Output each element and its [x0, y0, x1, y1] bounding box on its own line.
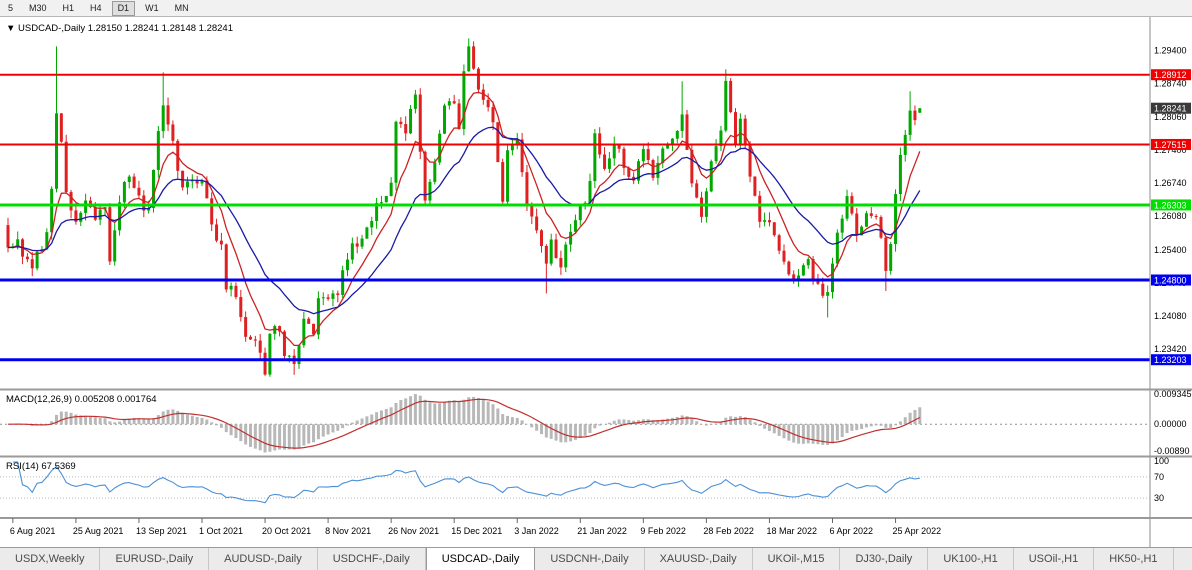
price-tag-text: 1.27515	[1154, 140, 1187, 150]
macd-header: MACD(12,26,9) 0.005208 0.001764	[6, 394, 157, 405]
time-axis-label: 20 Oct 2021	[262, 526, 311, 536]
chart-tab-usdchfdaily[interactable]: USDCHF-,Daily	[317, 548, 426, 570]
time-axis-label: 28 Feb 2022	[703, 526, 754, 536]
macd-axis-label: 0.009345	[1154, 389, 1192, 399]
period-button-h4[interactable]: H4	[90, 2, 102, 13]
timeframe-toolbar: 5 M30 H1 H4 D1 W1 MN	[0, 0, 1192, 17]
chart-tab-eurusddaily[interactable]: EURUSD-,Daily	[100, 548, 210, 570]
price-tick-label: 1.25400	[1154, 245, 1187, 255]
price-tick-label: 1.24080	[1154, 311, 1187, 321]
price-tag: 1.26303	[1151, 199, 1191, 211]
macd-signal-line	[8, 398, 921, 449]
time-axis-label: 13 Sep 2021	[136, 526, 187, 536]
ma-line-21	[7, 126, 921, 315]
time-axis-label: 8 Nov 2021	[325, 526, 371, 536]
price-tick-label: 1.28740	[1154, 78, 1187, 88]
time-axis-label: 15 Dec 2021	[451, 526, 502, 536]
macd-axis-label: 0.00000	[1154, 419, 1187, 429]
rsi-line	[12, 461, 920, 504]
price-tag-text: 1.23203	[1154, 355, 1187, 365]
chart-tab-usdcaddaily[interactable]: USDCAD-,Daily	[425, 548, 536, 570]
ma-line-8	[7, 91, 921, 347]
period-button-5[interactable]: 5	[8, 2, 14, 13]
price-tick-label: 1.26740	[1154, 178, 1187, 188]
chart-tab-ukoilm15[interactable]: UKOil-,M15	[752, 548, 841, 570]
time-axis-label: 18 Mar 2022	[766, 526, 817, 536]
period-button-h1[interactable]: H1	[62, 2, 75, 13]
period-button-m30[interactable]: M30	[29, 2, 47, 13]
chart-tab-hk50h1[interactable]: HK50-,H1	[1094, 548, 1174, 570]
price-tag-text: 1.26303	[1154, 200, 1187, 210]
price-tag: 1.27515	[1151, 138, 1191, 150]
price-tick-label: 1.27400	[1154, 145, 1187, 155]
period-button-w1[interactable]: W1	[145, 2, 159, 13]
rsi-axis-label: 100	[1154, 456, 1169, 466]
candles-series	[6, 38, 922, 377]
time-axis-label: 6 Aug 2021	[10, 526, 56, 536]
time-axis-label: 21 Jan 2022	[577, 526, 627, 536]
price-tag: 1.23203	[1151, 354, 1191, 366]
period-button-d1[interactable]: D1	[111, 0, 136, 16]
chart-tab-xauusddaily[interactable]: XAUUSD-,Daily	[644, 548, 753, 570]
chart-ohlc-header: ▼ USDCAD-,Daily 1.28150 1.28241 1.28148 …	[6, 23, 233, 34]
price-tag: 1.28912	[1151, 69, 1191, 81]
rsi-axis-label: 30	[1154, 493, 1164, 503]
time-axis[interactable]: 6 Aug 2021 25 Aug 2021 13 Sep 2021 1 Oct 20…	[10, 518, 941, 536]
chart-canvas[interactable]: 1.29400 1.28740 1.28060 1.27400 1.26740 1.260…	[0, 17, 1192, 547]
chart-tab-dj30daily[interactable]: DJ30-,Daily	[840, 548, 929, 570]
chart-tab-usoilh1[interactable]: USOil-,H1	[1013, 548, 1095, 570]
current-price-tag-text: 1.28241	[1154, 104, 1187, 114]
chart-tab-usdxweekly[interactable]: USDX,Weekly	[0, 548, 101, 570]
current-price-tag: 1.28241	[1151, 102, 1191, 114]
chart-tabs-bar: USDX,Weekly EURUSD-,Daily AUDUSD-,Daily USD…	[0, 547, 1192, 570]
time-axis-label: 3 Jan 2022	[514, 526, 559, 536]
time-axis-label: 6 Apr 2022	[830, 526, 874, 536]
price-tag: 1.24800	[1151, 274, 1191, 286]
rsi-axis-label: 70	[1154, 472, 1164, 482]
time-axis-label: 26 Nov 2021	[388, 526, 439, 536]
price-tag-text: 1.24800	[1154, 275, 1187, 285]
macd-axis-label: -0.00890	[1154, 446, 1190, 456]
price-tick-label: 1.26080	[1154, 211, 1187, 221]
time-axis-label: 1 Oct 2021	[199, 526, 243, 536]
price-tag-text: 1.28912	[1154, 70, 1187, 80]
time-axis-label: 25 Aug 2021	[73, 526, 124, 536]
rsi-header: RSI(14) 67.5369	[6, 461, 76, 472]
price-tick-label: 1.29400	[1154, 45, 1187, 55]
chart-tab-audusddaily[interactable]: AUDUSD-,Daily	[209, 548, 318, 570]
chart-tab-usdcnhdaily[interactable]: USDCNH-,Daily	[535, 548, 645, 570]
period-button-mn[interactable]: MN	[174, 2, 189, 13]
chart-tab-uk100h1[interactable]: UK100-,H1	[928, 548, 1014, 570]
price-tick-label: 1.23420	[1154, 344, 1187, 354]
time-axis-label: 9 Feb 2022	[640, 526, 686, 536]
macd-histogram	[11, 394, 922, 453]
price-tick-label: 1.28060	[1154, 112, 1187, 122]
time-axis-label: 25 Apr 2022	[893, 526, 942, 536]
